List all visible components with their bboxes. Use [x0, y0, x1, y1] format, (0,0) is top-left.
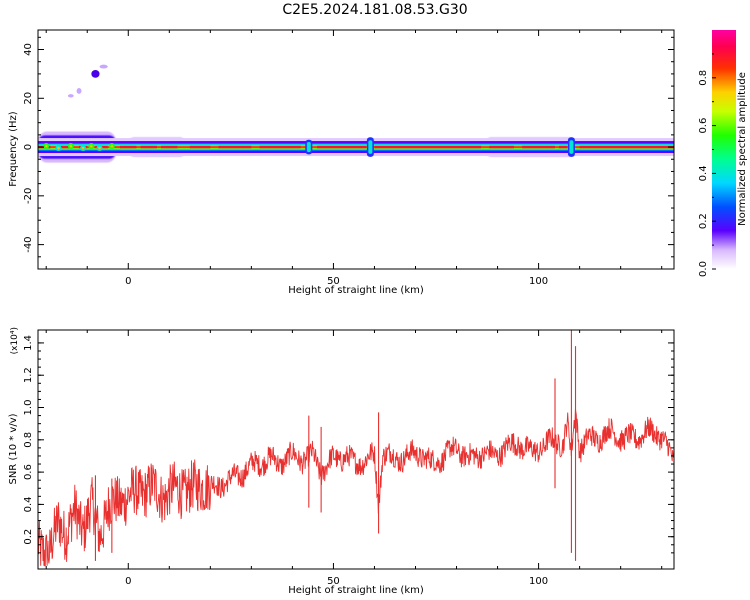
ridge-core: [161, 145, 178, 149]
y-tick-label: 1.2: [23, 367, 34, 383]
ridge-spike-core: [306, 141, 311, 153]
ridge-core: [218, 145, 252, 149]
colorbar-axes: 0.0 0.2 0.4 0.6 0.8: [698, 53, 716, 277]
colorbar-tick-label: 0.8: [698, 70, 709, 86]
ridge-core: [259, 145, 301, 149]
spectral-blob: [99, 64, 108, 69]
ridge-speck-core: [90, 144, 93, 148]
x-tick-label: 100: [529, 576, 548, 587]
ridge-speck-core: [81, 146, 85, 150]
ridge-speck-core: [57, 146, 60, 150]
ridge-core: [559, 145, 568, 149]
spectrogram-frame: [37, 29, 675, 270]
x-tick-label: 50: [327, 576, 340, 587]
x-tick-label: 0: [125, 576, 131, 587]
colorbar-tick-label: 0.2: [698, 213, 709, 229]
y-tick-label: 40: [23, 43, 34, 56]
colorbar-tick-label: 0.4: [698, 165, 709, 181]
y-tick-label: -40: [23, 236, 34, 252]
snr-panel: 0 50 100 0.2 0.4 0.6 0.8 1.0 1.2 1.4 Height of st…: [8, 327, 675, 596]
snr-xlabel: Height of straight line (km): [288, 585, 424, 596]
chart-title: C2E5.2024.181.08.53.G30: [282, 2, 468, 18]
spectrogram-panel: 0 50 100 -40 -20 0 20 40 Height of straight lin…: [8, 29, 675, 296]
y-tick-label: 0: [23, 144, 34, 150]
y-tick-label: 0.4: [23, 496, 34, 512]
snr-exponent: (x10⁴): [10, 327, 20, 354]
colorbar-label: Normalized spectral amplitude: [737, 72, 748, 226]
snr-ylabel: SNR (10 * v/v): [8, 413, 19, 484]
x-tick-label: 50: [327, 276, 340, 287]
spectral-blob: [67, 94, 74, 98]
ridge-speck-core: [110, 144, 114, 148]
colorbar-tick-label: 0.6: [698, 118, 709, 134]
ridge-speck-core: [69, 144, 73, 148]
ridge-core: [58, 145, 71, 149]
ridge-spike-core: [368, 140, 373, 154]
y-tick-label: 0.2: [23, 529, 34, 545]
snr-axes: 0 50 100 0.2 0.4 0.6 0.8 1.0 1.2 1.4: [23, 330, 674, 587]
ridge-core: [120, 145, 137, 149]
ridge-core: [374, 145, 482, 149]
spectral-blob: [76, 88, 82, 94]
y-tick-label: -20: [23, 188, 34, 204]
ridge-speck-core: [44, 144, 48, 148]
colorbar: 0.0 0.2 0.4 0.6 0.8 Normalized spectral ampl…: [698, 30, 748, 277]
spectrogram-xlabel: Height of straight line (km): [288, 285, 424, 296]
y-tick-label: 20: [23, 92, 34, 105]
snr-series-line: [38, 408, 674, 567]
ridge-core: [522, 145, 556, 149]
ridge-core: [189, 145, 211, 149]
ridge-spike-core: [569, 140, 574, 154]
snr-frame: [37, 329, 675, 570]
snr-marks: [38, 330, 674, 567]
ridge-core: [579, 145, 674, 149]
colorbar-gradient: [712, 30, 736, 269]
ridge-core: [140, 145, 157, 149]
ridge-core: [489, 145, 514, 149]
y-tick-label: 1.0: [23, 400, 34, 416]
ridge-core: [317, 145, 367, 149]
spectrogram-marks: [38, 64, 674, 163]
x-tick-label: 0: [125, 276, 131, 287]
spectrogram-ylabel: Frequency (Hz): [8, 111, 19, 187]
x-tick-label: 100: [529, 276, 548, 287]
ridge-speck-core: [98, 146, 101, 150]
y-tick-label: 1.4: [23, 335, 34, 351]
spectrogram-axes: 0 50 100 -40 -20 0 20 40: [23, 30, 674, 287]
colorbar-tick-label: 0.0: [698, 261, 709, 277]
spectral-blob: [91, 69, 100, 78]
y-tick-label: 0.8: [23, 432, 34, 448]
y-tick-label: 0.6: [23, 464, 34, 480]
